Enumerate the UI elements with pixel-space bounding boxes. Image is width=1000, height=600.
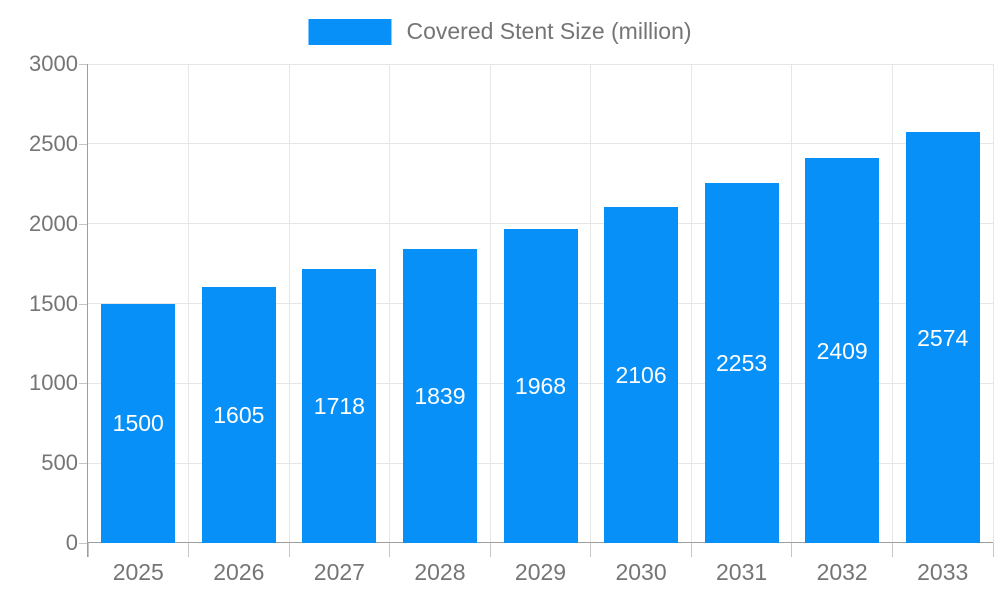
grid-line-vertical — [489, 64, 491, 543]
x-axis-tick — [992, 543, 994, 557]
x-axis-category-label: 2030 — [615, 559, 667, 585]
bar[interactable] — [503, 228, 578, 543]
y-axis-tick — [79, 64, 88, 65]
x-axis-category-label: 2026 — [213, 559, 265, 585]
y-axis-tick-label: 0 — [65, 530, 78, 555]
y-axis-tick-label: 1500 — [29, 290, 78, 316]
bar[interactable] — [704, 183, 779, 543]
y-axis-tick — [79, 383, 88, 385]
bar-value-label: 1718 — [313, 392, 365, 419]
x-axis-category-label: 2032 — [816, 559, 868, 585]
y-axis-tick — [79, 143, 88, 145]
x-axis-category-label: 2033 — [917, 559, 969, 585]
bar[interactable] — [905, 132, 980, 543]
legend-label: Covered Stent Size (million) — [406, 18, 692, 44]
bar-value-label: 2574 — [917, 324, 969, 351]
y-axis-tick — [79, 223, 88, 225]
grid-line-vertical — [389, 64, 391, 543]
grid-line-vertical — [590, 64, 592, 543]
grid-line-vertical — [891, 64, 893, 543]
x-axis-tick — [389, 543, 391, 557]
x-axis-tick — [288, 543, 290, 557]
x-axis-category-label: 2031 — [716, 559, 768, 585]
y-axis-tick — [79, 543, 88, 544]
grid-line-horizontal — [88, 63, 993, 65]
x-axis-category-label: 2025 — [112, 559, 164, 585]
y-axis-tick-label: 3000 — [29, 51, 78, 76]
bar[interactable] — [805, 158, 880, 543]
y-axis-tick-label: 2500 — [29, 130, 78, 156]
x-axis-tick — [891, 543, 893, 557]
y-axis-tick — [79, 463, 88, 465]
bar-value-label: 1500 — [112, 410, 164, 437]
bar[interactable] — [302, 268, 377, 543]
x-axis-category-label: 2029 — [514, 559, 567, 585]
bar[interactable] — [201, 286, 276, 543]
bar-value-label: 2106 — [615, 361, 667, 388]
grid-line-horizontal — [88, 143, 993, 145]
grid-line-horizontal — [88, 223, 993, 225]
y-axis-line — [87, 64, 88, 557]
y-axis-tick-label: 500 — [41, 450, 78, 476]
bar-value-label: 1839 — [414, 383, 466, 410]
x-axis-tick — [489, 543, 491, 557]
x-axis-tick — [690, 543, 692, 557]
grid-line-vertical — [791, 64, 793, 543]
x-axis-category-label: 2027 — [313, 559, 365, 585]
bar[interactable] — [402, 249, 477, 543]
bar[interactable] — [101, 303, 176, 543]
y-axis-tick-label: 2000 — [29, 210, 78, 236]
y-axis-tick — [79, 303, 88, 305]
grid-line-vertical — [690, 64, 692, 543]
legend-swatch-icon — [308, 18, 392, 45]
x-axis-tick — [791, 543, 793, 557]
bar-value-label: 1968 — [514, 372, 567, 399]
x-axis-tick — [87, 543, 89, 557]
x-axis-tick — [188, 543, 190, 557]
bar-value-label: 2409 — [816, 337, 868, 364]
grid-line-vertical — [992, 64, 994, 543]
x-axis-tick — [590, 543, 592, 557]
grid-line-vertical — [288, 64, 290, 543]
grid-line-vertical — [188, 64, 190, 543]
y-axis-tick-label: 1000 — [29, 370, 78, 396]
bar-value-label: 2253 — [716, 350, 768, 377]
bar[interactable] — [604, 206, 679, 543]
bar-value-label: 1605 — [213, 401, 265, 428]
chart-legend[interactable]: Covered Stent Size (million) — [308, 18, 692, 45]
x-axis-category-label: 2028 — [414, 559, 466, 585]
